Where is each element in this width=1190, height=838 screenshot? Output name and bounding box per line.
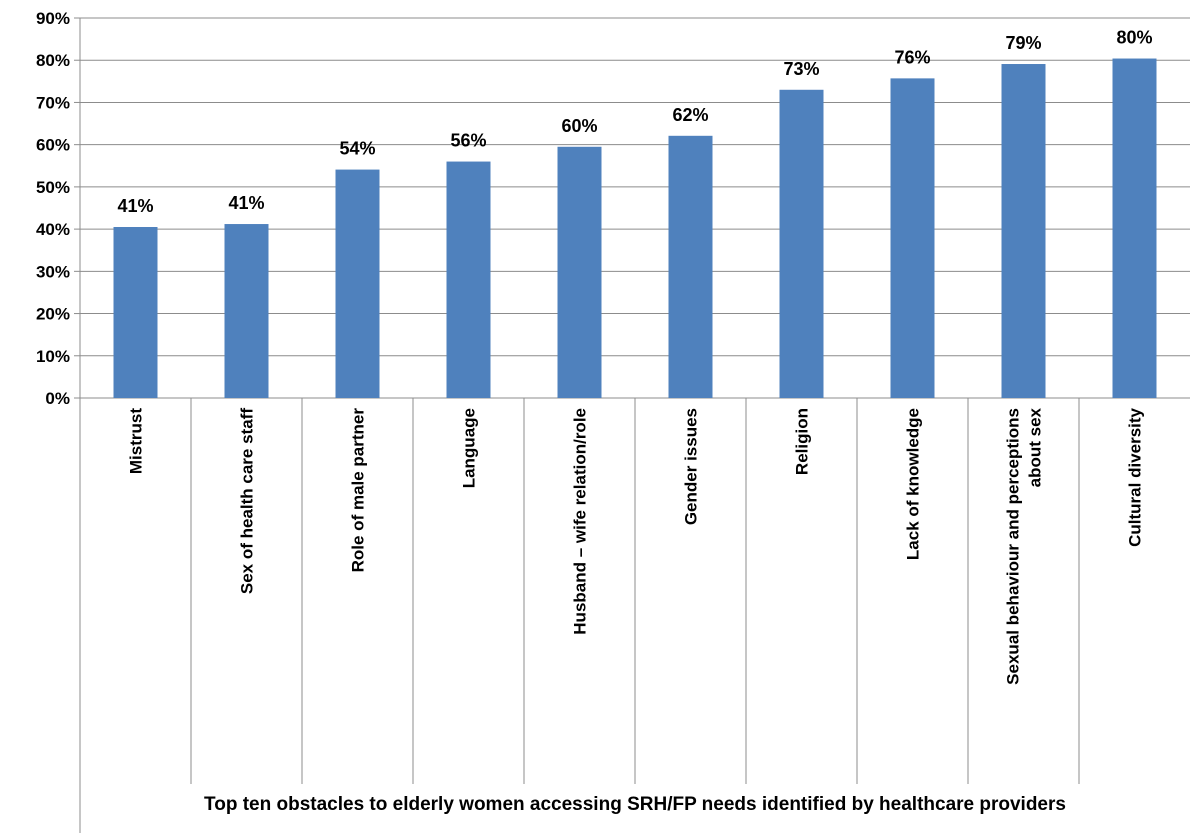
x-tick-label-line: Language (460, 408, 479, 488)
y-tick-label: 10% (36, 347, 70, 366)
x-tick-label-line: Mistrust (127, 408, 146, 474)
data-label: 60% (561, 116, 597, 136)
x-tick-label: Lack of knowledge (904, 408, 923, 560)
x-tick-label-line: Religion (793, 408, 812, 475)
x-tick-label: Sexual behaviour and perceptions about se… (1004, 407, 1045, 684)
bar (446, 161, 491, 398)
x-tick-label-line: Husband – wife relation/role (571, 408, 590, 635)
data-label: 76% (894, 47, 930, 67)
bar (113, 227, 158, 398)
x-tick-label-line: Sex of health care staff (238, 408, 257, 594)
x-tick-label-line: about sex (1026, 407, 1045, 487)
bar (557, 146, 602, 398)
y-tick-label: 30% (36, 262, 70, 281)
data-label: 80% (1116, 28, 1152, 48)
data-label: 41% (228, 193, 264, 213)
data-label: 41% (117, 196, 153, 216)
x-tick-label: Mistrust (127, 408, 146, 474)
y-tick-label: 40% (36, 220, 70, 239)
x-tick-label-line: Gender issues (682, 408, 701, 525)
bar (890, 78, 935, 398)
x-tick-label-line: Sexual behaviour and perceptions (1004, 408, 1023, 685)
bar (224, 224, 269, 398)
data-label: 73% (783, 59, 819, 79)
y-tick-label: 60% (36, 136, 70, 155)
y-tick-label: 50% (36, 178, 70, 197)
x-tick-label: Role of male partner (349, 408, 368, 573)
x-tick-label-line: Cultural diversity (1126, 407, 1145, 546)
bar (1112, 58, 1157, 399)
data-label: 54% (339, 139, 375, 159)
bar (668, 135, 713, 399)
x-tick-label: Gender issues (682, 408, 701, 525)
bar (1001, 64, 1046, 399)
y-tick-label: 90% (36, 9, 70, 28)
x-tick-label-line: Lack of knowledge (904, 408, 923, 560)
x-tick-label: Language (460, 408, 479, 488)
x-axis-title: Top ten obstacles to elderly women acces… (204, 794, 1066, 815)
y-tick-label: 0% (45, 389, 70, 408)
data-label: 56% (450, 131, 486, 151)
x-tick-label: Religion (793, 408, 812, 475)
data-label: 62% (672, 105, 708, 125)
x-tick-label: Husband – wife relation/role (571, 408, 590, 635)
y-tick-label: 80% (36, 51, 70, 70)
y-tick-label: 20% (36, 305, 70, 324)
x-tick-label: Sex of health care staff (238, 408, 257, 594)
x-tick-label: Cultural diversity (1126, 407, 1145, 546)
x-tick-label-line: Role of male partner (349, 408, 368, 573)
data-label: 79% (1005, 33, 1041, 53)
y-tick-label: 70% (36, 93, 70, 112)
bar (779, 89, 824, 399)
bar (335, 169, 380, 398)
